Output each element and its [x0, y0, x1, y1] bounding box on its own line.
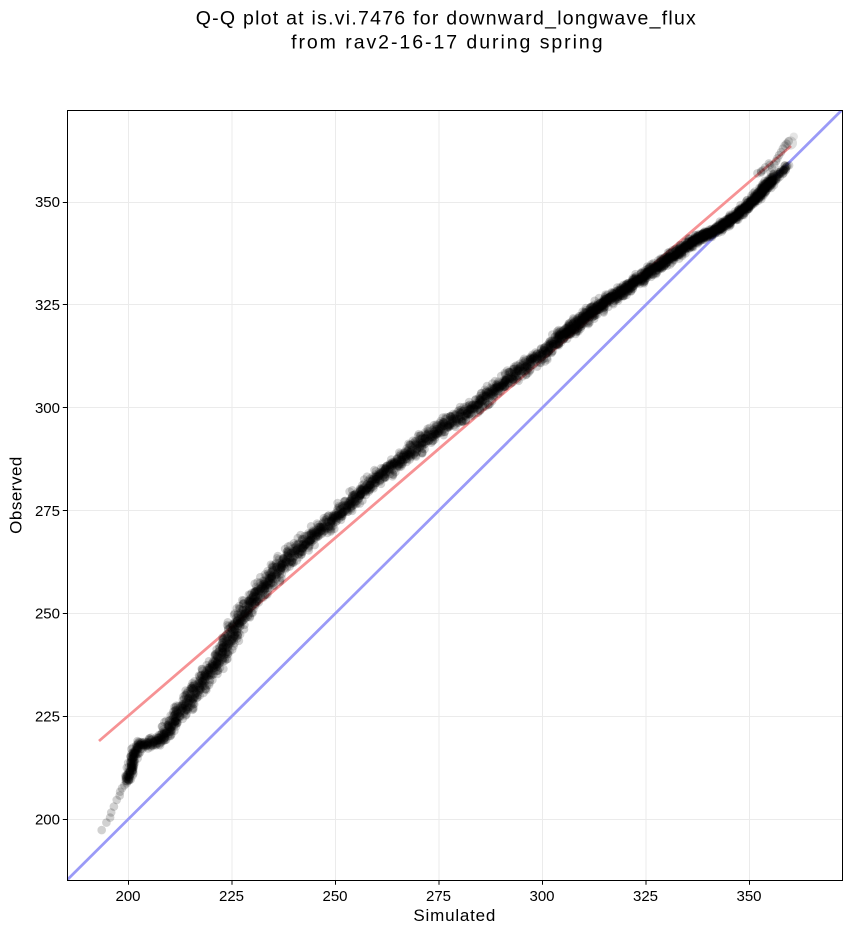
- svg-text:225: 225: [35, 709, 60, 726]
- svg-text:325: 325: [633, 888, 658, 905]
- svg-text:225: 225: [219, 888, 244, 905]
- svg-text:Q-Q plot at is.vi.7476 for dow: Q-Q plot at is.vi.7476 for downward_long…: [196, 8, 697, 30]
- svg-text:200: 200: [35, 812, 60, 829]
- svg-text:from rav2-16-17 during spring: from rav2-16-17 during spring: [291, 31, 604, 53]
- svg-text:300: 300: [35, 400, 60, 417]
- svg-text:350: 350: [35, 194, 60, 211]
- svg-text:Observed: Observed: [7, 456, 26, 534]
- svg-text:Simulated: Simulated: [413, 906, 496, 925]
- svg-text:300: 300: [529, 888, 554, 905]
- svg-text:350: 350: [736, 888, 761, 905]
- svg-text:325: 325: [35, 297, 60, 314]
- svg-text:250: 250: [35, 606, 60, 623]
- svg-text:275: 275: [35, 503, 60, 520]
- svg-text:250: 250: [322, 888, 347, 905]
- svg-text:275: 275: [426, 888, 451, 905]
- svg-text:200: 200: [115, 888, 140, 905]
